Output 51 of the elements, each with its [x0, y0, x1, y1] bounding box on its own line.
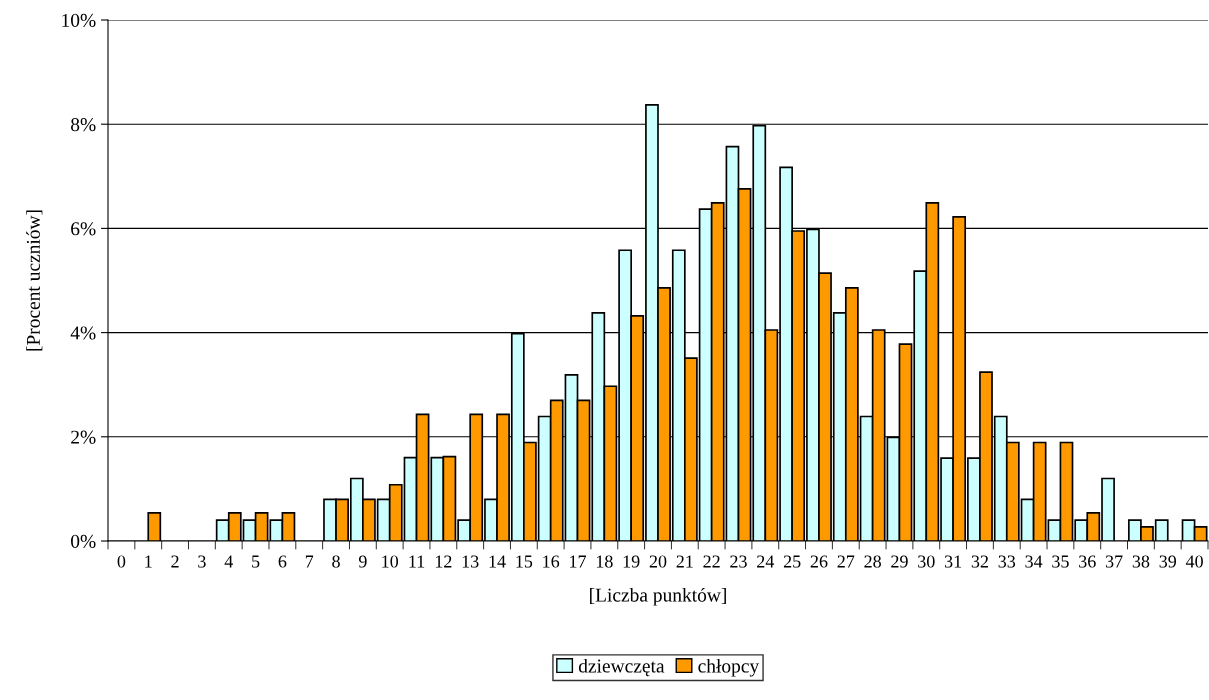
- x-tick-label: 25: [783, 555, 801, 568]
- x-tick-label: 11: [409, 555, 425, 568]
- x-tick-label: 38: [1132, 555, 1150, 568]
- x-tick-label: 19: [623, 555, 640, 568]
- x-tick-label: 10: [382, 555, 399, 568]
- x-tick-label: 6: [278, 555, 287, 568]
- x-tick-label: 2: [171, 555, 179, 568]
- x-tick-label: 12: [435, 555, 452, 568]
- x-tick-label: 1: [145, 555, 152, 568]
- x-tick-label: 17: [570, 555, 587, 568]
- x-tick-label: 14: [489, 555, 506, 568]
- x-tick-label: 33: [998, 555, 1016, 568]
- x-tick-label: 4: [224, 555, 233, 568]
- x-tick-label: 5: [252, 555, 260, 568]
- x-tick-label: 13: [462, 555, 479, 568]
- y-tick-label: 0%: [71, 534, 96, 548]
- x-tick-label: 23: [730, 555, 747, 568]
- y-tick-label: 10%: [62, 13, 96, 27]
- x-tick-label: 35: [1052, 555, 1069, 568]
- x-tick-label: 0: [117, 555, 126, 568]
- y-axis-title: [Procent uczniów]: [26, 210, 43, 351]
- x-tick-label: 37: [1105, 555, 1123, 568]
- x-tick-label: 21: [676, 555, 693, 568]
- x-tick-label: 22: [703, 555, 720, 568]
- x-tick-label: 26: [810, 555, 828, 568]
- x-tick-label: 8: [332, 555, 340, 568]
- x-tick-label: 40: [1185, 555, 1203, 568]
- x-tick-label: 36: [1079, 555, 1096, 568]
- x-tick-label: 7: [305, 555, 314, 568]
- x-tick-label: 31: [944, 555, 962, 568]
- x-tick-label: 30: [918, 555, 935, 568]
- x-tick-label: 32: [971, 555, 988, 568]
- x-tick-label: 29: [891, 555, 908, 568]
- x-axis-title: [Liczba punktów]: [590, 587, 726, 606]
- legend-label: chłopcy: [698, 658, 760, 677]
- y-tick-label: 8%: [71, 118, 96, 132]
- x-tick-label: 3: [198, 555, 206, 568]
- x-tick-label: 16: [543, 555, 560, 568]
- y-tick-label: 2%: [71, 430, 96, 444]
- x-tick-label: 34: [1025, 555, 1043, 568]
- x-tick-label: 20: [649, 555, 667, 568]
- x-tick-label: 18: [596, 555, 613, 568]
- x-tick-label: 39: [1159, 555, 1177, 568]
- x-tick-label: 9: [358, 555, 367, 568]
- y-tick-label: 4%: [70, 326, 96, 340]
- legend-label: dziewczęta: [578, 658, 665, 677]
- x-tick-label: 27: [837, 555, 855, 568]
- x-tick-label: 15: [516, 555, 533, 568]
- x-tick-label: 24: [757, 555, 775, 568]
- y-tick-label: 6%: [71, 222, 96, 236]
- x-tick-label: 28: [864, 555, 881, 568]
